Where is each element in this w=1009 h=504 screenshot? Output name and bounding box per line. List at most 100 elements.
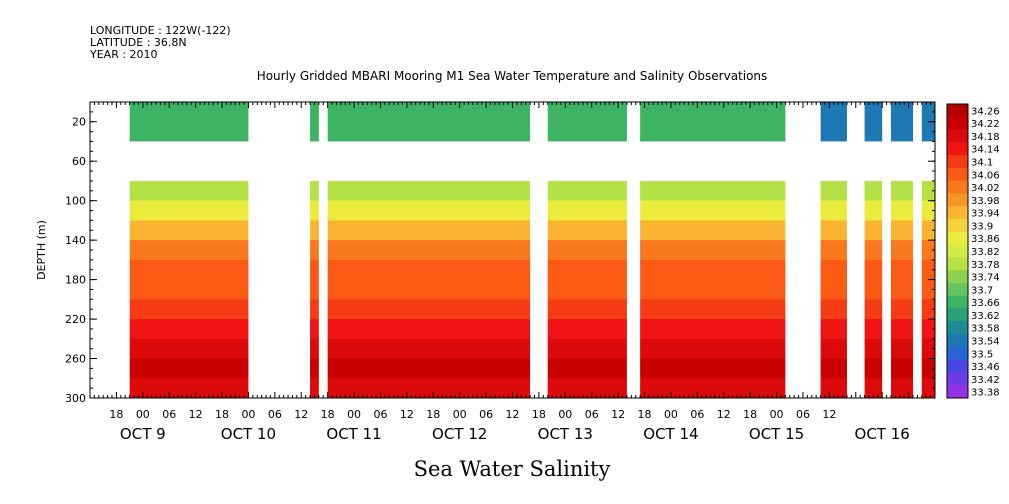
data-gap bbox=[90, 102, 130, 398]
x-tick-label: 12 bbox=[400, 408, 414, 421]
x-tick-label: 12 bbox=[294, 408, 308, 421]
x-tick-label: 18 bbox=[426, 408, 440, 421]
x-tick-label: 00 bbox=[241, 408, 255, 421]
colorbar-label: 33.7 bbox=[971, 285, 993, 296]
colorbar-label: 33.98 bbox=[971, 196, 1000, 207]
y-tick-label: 260 bbox=[65, 353, 86, 366]
colorbar-label: 34.1 bbox=[971, 158, 993, 169]
y-tick-label: 220 bbox=[65, 313, 86, 326]
x-tick-label: 18 bbox=[743, 408, 757, 421]
x-day-label: OCT 12 bbox=[432, 425, 487, 443]
x-tick-label: 00 bbox=[453, 408, 467, 421]
x-tick-label: 18 bbox=[532, 408, 546, 421]
y-tick-label: 60 bbox=[72, 155, 86, 168]
colorbar-swatch bbox=[947, 180, 968, 194]
colorbar-label: 34.02 bbox=[971, 183, 1000, 194]
colorbar-label: 34.22 bbox=[971, 119, 1000, 130]
colorbar-swatch bbox=[947, 270, 968, 284]
latitude-label: LATITUDE : 36.8N bbox=[90, 36, 187, 49]
data-gap bbox=[785, 102, 821, 398]
x-tick-label: 18 bbox=[109, 408, 123, 421]
y-tick-label: 300 bbox=[65, 392, 86, 405]
chart-caption: Sea Water Salinity bbox=[414, 457, 611, 481]
colorbar-label: 33.9 bbox=[971, 221, 993, 232]
colorbar-swatch bbox=[947, 193, 968, 207]
colorbar-label: 33.66 bbox=[971, 298, 1000, 309]
colorbar-label: 33.82 bbox=[971, 247, 1000, 258]
colorbar-swatch bbox=[947, 104, 968, 118]
colorbar-label: 34.26 bbox=[971, 106, 1000, 117]
colorbar-label: 33.74 bbox=[971, 273, 1000, 284]
year-label: YEAR : 2010 bbox=[90, 48, 158, 61]
x-day-label: OCT 16 bbox=[855, 425, 910, 443]
x-tick-label: 00 bbox=[347, 408, 361, 421]
data-gap bbox=[318, 102, 328, 398]
colorbar-swatch bbox=[947, 321, 968, 335]
x-tick-label: 00 bbox=[664, 408, 678, 421]
colorbar-label: 33.46 bbox=[971, 362, 1000, 373]
y-tick-label: 180 bbox=[65, 274, 86, 287]
x-tick-label: 12 bbox=[822, 408, 836, 421]
longitude-label: LONGITUDE : 122W(-122) bbox=[90, 24, 231, 37]
data-gap bbox=[846, 102, 865, 398]
x-day-label: OCT 13 bbox=[538, 425, 593, 443]
x-tick-label: 18 bbox=[215, 408, 229, 421]
colorbar-label: 33.42 bbox=[971, 375, 1000, 386]
colorbar-frame bbox=[946, 103, 969, 399]
colorbar-label: 34.14 bbox=[971, 145, 1000, 156]
colorbar-swatch bbox=[947, 155, 968, 169]
colorbar-swatch bbox=[947, 116, 968, 131]
x-day-label: OCT 10 bbox=[221, 425, 276, 443]
colorbar-label: 33.78 bbox=[971, 260, 1000, 271]
y-tick-label: 140 bbox=[65, 234, 86, 247]
surface-band bbox=[129, 102, 795, 142]
colorbar-swatch bbox=[947, 334, 968, 348]
x-day-label: OCT 9 bbox=[120, 425, 166, 443]
x-tick-label: 00 bbox=[558, 408, 572, 421]
x-tick-label: 06 bbox=[796, 408, 810, 421]
colorbar-swatch bbox=[947, 385, 968, 399]
colorbar-swatch bbox=[947, 206, 968, 220]
colorbar-swatch bbox=[947, 244, 968, 258]
colorbar-label: 33.86 bbox=[971, 234, 1000, 245]
colorbar-swatch bbox=[947, 219, 968, 233]
colorbar-swatch bbox=[947, 359, 968, 373]
x-axis: 18 00 06 12 18 00 06 12 18 00 06 12 18 00 06 12 18 00 06 12… bbox=[89, 102, 936, 443]
colorbar-label: 33.94 bbox=[971, 209, 1000, 220]
x-tick-label: 06 bbox=[162, 408, 176, 421]
x-tick-label: 00 bbox=[770, 408, 784, 421]
x-tick-label: 18 bbox=[638, 408, 652, 421]
x-tick-label: 00 bbox=[136, 408, 150, 421]
x-day-label: OCT 14 bbox=[643, 425, 698, 443]
data-gap bbox=[248, 102, 311, 398]
data-gap bbox=[912, 102, 922, 398]
data-gap bbox=[882, 102, 891, 398]
chart-title: Hourly Gridded MBARI Mooring M1 Sea Wate… bbox=[257, 69, 768, 83]
x-day-label: OCT 11 bbox=[326, 425, 381, 443]
colorbar-swatch bbox=[947, 231, 968, 246]
colorbar-label: 33.38 bbox=[971, 388, 1000, 399]
x-day-label: OCT 15 bbox=[749, 425, 804, 443]
colorbar-label: 33.5 bbox=[971, 349, 993, 360]
x-tick-label: 12 bbox=[717, 408, 731, 421]
plot-area bbox=[89, 101, 936, 399]
x-tick-label: 18 bbox=[321, 408, 335, 421]
x-tick-label: 06 bbox=[479, 408, 493, 421]
colorbar: 34.26 34.22 34.18 34.14 34.134.06 34.02 33.98 3… bbox=[946, 103, 1000, 399]
colorbar-swatch bbox=[947, 129, 968, 143]
colorbar-swatch bbox=[947, 142, 968, 156]
y-tick-label: 100 bbox=[65, 195, 86, 208]
x-tick-label: 12 bbox=[189, 408, 203, 421]
colorbar-swatch bbox=[947, 372, 968, 386]
colorbar-swatch bbox=[947, 308, 968, 322]
data-gap bbox=[530, 102, 548, 398]
y-tick-label: 20 bbox=[72, 116, 86, 129]
x-tick-label: 12 bbox=[506, 408, 520, 421]
colorbar-swatch bbox=[947, 282, 968, 297]
colorbar-label: 34.18 bbox=[971, 132, 1000, 143]
colorbar-label: 33.62 bbox=[971, 311, 1000, 322]
x-tick-label: 06 bbox=[690, 408, 704, 421]
colorbar-swatch bbox=[947, 346, 968, 361]
colorbar-label: 33.58 bbox=[971, 324, 1000, 335]
